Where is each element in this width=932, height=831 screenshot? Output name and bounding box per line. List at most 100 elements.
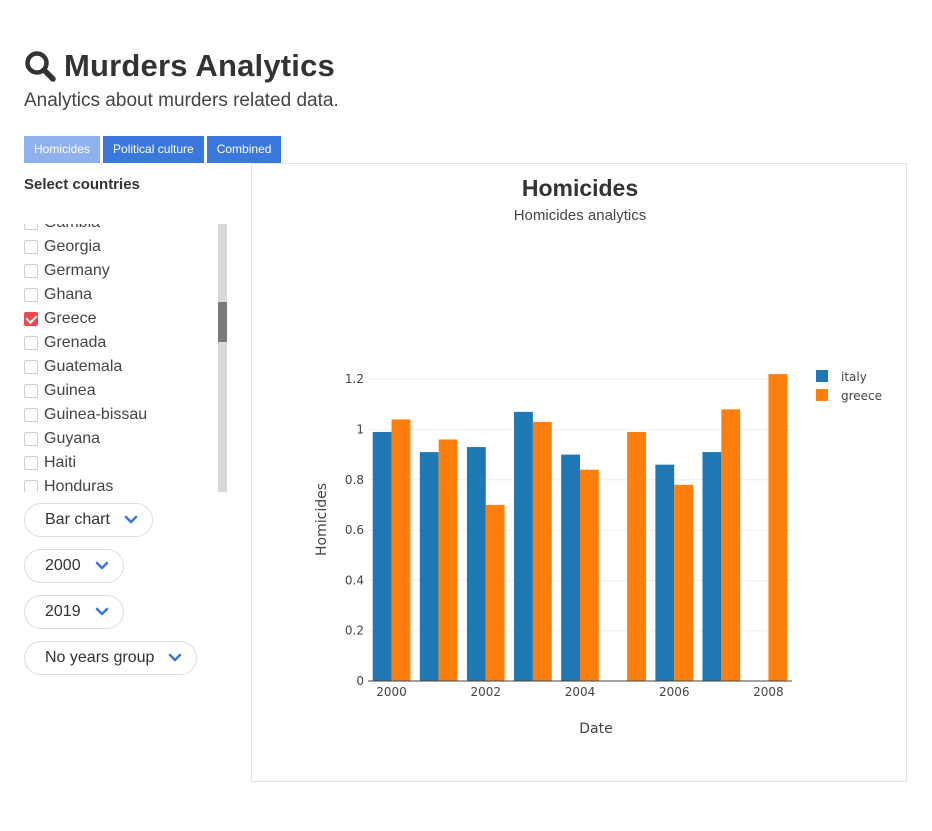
country-item-guinea-bissau[interactable]: Guinea-bissau xyxy=(24,403,147,427)
page-title: Murders Analytics xyxy=(64,48,336,83)
y-tick-label: 0.2 xyxy=(345,624,364,638)
homicides-bar-chart: 0 0.2 0.4 0.6 0.8 1 1.2 2000 2002 2004 2006 2008 Dat… xyxy=(314,370,882,737)
country-item-guatemala[interactable]: Guatemala xyxy=(24,355,147,379)
page-subtitle: Analytics about murders related data. xyxy=(24,90,339,111)
x-tick-label: 2002 xyxy=(471,685,502,699)
y-tick-label: 0 xyxy=(356,674,364,688)
select-countries-heading: Select countries xyxy=(24,176,140,193)
bar-italy-2007 xyxy=(702,452,722,681)
checkbox[interactable] xyxy=(24,456,38,470)
chevron-down-icon xyxy=(95,561,108,570)
checkbox[interactable] xyxy=(24,480,38,492)
country-list[interactable]: Gambia Georgia Germany Ghana Greece Gren… xyxy=(24,224,229,492)
year-to-value: 2019 xyxy=(45,603,81,620)
checkbox[interactable] xyxy=(24,360,38,374)
x-tick-label: 2000 xyxy=(376,685,407,699)
bar-italy-2000 xyxy=(372,431,392,681)
country-item-grenada[interactable]: Grenada xyxy=(24,331,147,355)
tab-political-culture[interactable]: Political culture xyxy=(103,136,204,163)
bar-greece-2004 xyxy=(580,469,599,681)
year-from-select[interactable]: 2000 xyxy=(24,549,124,583)
y-tick-label: 0.6 xyxy=(345,523,364,537)
bar-italy-2003 xyxy=(514,411,533,681)
x-tick-label: 2006 xyxy=(659,685,690,699)
country-list-scrollbar[interactable] xyxy=(218,224,227,492)
tab-bar: Homicides Political culture Combined xyxy=(24,136,284,163)
years-group-value: No years group xyxy=(45,649,155,666)
country-item-haiti[interactable]: Haiti xyxy=(24,451,147,475)
chart-type-value: Bar chart xyxy=(45,511,110,528)
bar-italy-2001 xyxy=(419,452,439,681)
y-tick-label: 1 xyxy=(356,422,364,436)
country-label: Ghana xyxy=(44,286,93,303)
bar-greece-2000 xyxy=(391,419,411,681)
country-item-guyana[interactable]: Guyana xyxy=(24,427,147,451)
tab-combined[interactable]: Combined xyxy=(206,136,282,163)
checkbox[interactable] xyxy=(24,336,38,350)
country-item-greece[interactable]: Greece xyxy=(24,307,147,331)
tab-homicides[interactable]: Homicides xyxy=(24,136,101,163)
chart-axes: 0 0.2 0.4 0.6 0.8 1 1.2 2000 2002 2004 2006 2008 Dat… xyxy=(314,372,792,737)
bar-italy-2006 xyxy=(655,464,675,681)
years-group-select[interactable]: No years group xyxy=(24,641,198,675)
country-item-guinea[interactable]: Guinea xyxy=(24,379,147,403)
bar-greece-2001 xyxy=(438,439,458,681)
country-item-georgia[interactable]: Georgia xyxy=(24,235,147,259)
x-tick-label: 2008 xyxy=(753,685,784,699)
chart-legend: italy greece xyxy=(816,370,882,403)
y-axis-label: Homicides xyxy=(314,483,330,556)
country-item-gambia[interactable]: Gambia xyxy=(24,224,147,235)
checkbox[interactable] xyxy=(24,432,38,446)
bar-greece-2002 xyxy=(485,504,505,681)
chart-subtitle: Homicides analytics xyxy=(513,207,647,224)
chart-title: Homicides xyxy=(521,175,639,201)
legend-label-italy: italy xyxy=(841,370,867,384)
country-label: Honduras xyxy=(44,478,114,492)
country-label: Guinea xyxy=(44,382,96,399)
chart-bars xyxy=(372,374,788,681)
country-item-honduras[interactable]: Honduras xyxy=(24,475,147,492)
y-tick-label: 0.4 xyxy=(345,573,364,587)
legend-label-greece: greece xyxy=(841,389,882,403)
country-label: Greece xyxy=(44,310,97,327)
chevron-down-icon xyxy=(95,607,108,616)
country-label: Grenada xyxy=(44,334,107,351)
checkbox[interactable] xyxy=(24,264,38,278)
bar-italy-2002 xyxy=(466,447,486,681)
country-label: Germany xyxy=(44,262,110,279)
year-to-select[interactable]: 2019 xyxy=(24,595,124,629)
chart-type-select[interactable]: Bar chart xyxy=(24,503,153,537)
checkbox[interactable] xyxy=(24,384,38,398)
bar-greece-2003 xyxy=(532,421,552,681)
x-tick-label: 2004 xyxy=(565,685,596,699)
title-row: Murders Analytics xyxy=(24,48,339,84)
country-item-germany[interactable]: Germany xyxy=(24,259,147,283)
checkbox[interactable] xyxy=(24,408,38,422)
country-item-ghana[interactable]: Ghana xyxy=(24,283,147,307)
scrollbar-thumb[interactable] xyxy=(218,302,227,342)
bar-greece-2007 xyxy=(721,409,741,681)
chevron-down-icon xyxy=(124,515,138,524)
checkbox[interactable] xyxy=(24,240,38,254)
y-tick-label: 0.8 xyxy=(345,473,364,487)
page-header: Murders Analytics Analytics about murder… xyxy=(24,48,339,112)
checkbox-checked[interactable] xyxy=(24,312,38,326)
bar-greece-2005 xyxy=(627,431,646,681)
legend-swatch-greece xyxy=(816,389,828,401)
x-axis-label: Date xyxy=(579,721,612,737)
sidebar: Select countries Gambia Georgia Germany … xyxy=(24,176,229,675)
country-label: Guinea-bissau xyxy=(44,406,148,423)
bar-greece-2008 xyxy=(768,374,788,681)
y-tick-label: 1.2 xyxy=(345,372,364,386)
country-label: Gambia xyxy=(44,224,100,232)
chevron-down-icon xyxy=(169,653,182,662)
country-label: Guatemala xyxy=(44,358,123,375)
country-label: Guyana xyxy=(44,430,101,447)
bar-greece-2006 xyxy=(674,484,694,681)
checkbox[interactable] xyxy=(24,288,38,302)
country-label: Georgia xyxy=(44,238,101,255)
legend-swatch-italy xyxy=(816,370,828,382)
checkbox[interactable] xyxy=(24,224,38,230)
bar-italy-2004 xyxy=(561,454,580,681)
year-from-value: 2000 xyxy=(45,557,81,574)
